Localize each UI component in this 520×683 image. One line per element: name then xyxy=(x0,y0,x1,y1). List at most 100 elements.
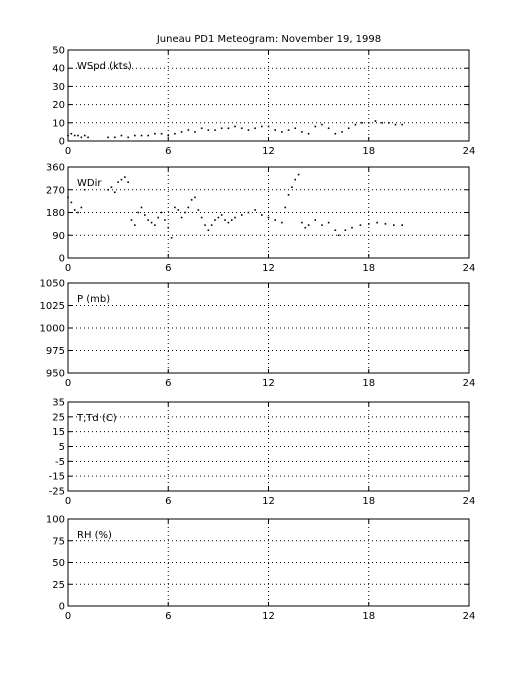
data-point xyxy=(134,134,136,137)
data-point xyxy=(307,224,310,226)
panel-3: 0 6 12 18 24 950 975 1000 1025 1050 P (mb) xyxy=(40,279,476,390)
data-point xyxy=(304,226,307,229)
y-tick-label: 270 xyxy=(46,185,65,196)
x-tick-label: 0 xyxy=(65,146,71,157)
data-point xyxy=(297,173,300,176)
data-point xyxy=(321,224,323,226)
series-1 xyxy=(67,120,403,139)
data-point xyxy=(361,122,363,124)
data-point xyxy=(327,221,330,224)
data-point xyxy=(110,186,113,189)
data-point xyxy=(180,216,183,219)
data-point xyxy=(261,125,263,128)
data-point xyxy=(77,211,79,214)
data-point xyxy=(230,219,233,221)
data-point xyxy=(281,221,283,224)
figure-title: Juneau PD1 Meteogram: November 19, 1998 xyxy=(156,34,381,45)
data-point xyxy=(291,186,293,189)
data-point xyxy=(214,129,216,131)
y-tick-label: 35 xyxy=(52,398,65,409)
x-tick-label: 24 xyxy=(463,496,476,507)
data-point xyxy=(113,136,116,139)
x-tick-label: 0 xyxy=(65,496,71,507)
data-point xyxy=(187,206,190,209)
data-point xyxy=(314,125,317,128)
y-tick-label: 30 xyxy=(52,82,65,93)
data-point xyxy=(120,134,123,137)
y-tick-label: 25 xyxy=(52,412,65,423)
data-point xyxy=(388,122,390,124)
data-point xyxy=(190,199,193,201)
x-tick-label: 12 xyxy=(262,378,275,389)
data-point xyxy=(247,211,250,214)
data-point xyxy=(80,136,83,139)
data-point xyxy=(374,120,377,122)
y-tick-label: -15 xyxy=(49,472,65,483)
data-point xyxy=(217,216,220,219)
data-point xyxy=(167,226,170,229)
data-point xyxy=(227,127,230,130)
data-point xyxy=(150,221,153,224)
data-point xyxy=(154,224,156,226)
data-point xyxy=(134,224,136,226)
data-point xyxy=(234,125,236,128)
data-point xyxy=(130,219,133,221)
y-tick-label: 5 xyxy=(59,442,65,453)
data-point xyxy=(147,219,149,221)
panel-1: 0 6 12 18 24 0 10 20 30 40 50 WSpd (kts) xyxy=(52,46,475,158)
data-point xyxy=(294,127,297,130)
panel-label: RH (%) xyxy=(77,530,112,541)
data-point xyxy=(401,224,403,226)
y-tick-label: 0 xyxy=(59,254,65,265)
data-point xyxy=(381,122,383,124)
x-tick-label: 6 xyxy=(165,146,171,157)
x-tick-label: 6 xyxy=(165,378,171,389)
data-point xyxy=(127,181,129,183)
panel-5: 0 6 12 18 24 0 25 50 75 100 RH (%) xyxy=(46,515,475,623)
y-tick-label: -5 xyxy=(55,457,65,468)
data-point xyxy=(210,224,213,226)
data-point xyxy=(83,134,86,137)
panel-4: 0 6 12 18 24 -25 -15 -5 5 15 25 35 T,Td (C) xyxy=(49,398,476,508)
data-point xyxy=(157,216,160,219)
data-point xyxy=(70,201,73,204)
data-point xyxy=(247,129,250,131)
data-point xyxy=(321,123,323,126)
x-tick-label: 24 xyxy=(463,263,476,274)
data-point xyxy=(344,229,347,231)
y-tick-label: 1050 xyxy=(40,279,65,290)
data-point xyxy=(327,127,330,130)
y-tick-label: 15 xyxy=(52,427,65,438)
data-point xyxy=(254,127,256,130)
data-point xyxy=(140,134,143,137)
x-tick-label: 6 xyxy=(165,611,171,622)
x-tick-label: 18 xyxy=(362,611,375,622)
data-point xyxy=(77,134,79,137)
panel-label: WDir xyxy=(77,178,102,189)
data-point xyxy=(367,223,370,225)
data-point xyxy=(73,134,76,137)
data-point xyxy=(184,211,186,214)
data-point xyxy=(347,127,350,130)
x-tick-label: 18 xyxy=(362,263,375,274)
data-point xyxy=(281,131,283,133)
y-tick-label: 950 xyxy=(46,369,65,380)
data-point xyxy=(220,214,223,216)
data-point xyxy=(261,214,263,216)
data-point xyxy=(67,196,69,199)
data-point xyxy=(359,224,362,226)
data-point xyxy=(274,219,276,221)
data-point xyxy=(194,196,196,199)
data-point xyxy=(234,216,236,219)
panel-label: T,Td (C) xyxy=(76,413,117,424)
y-tick-label: 75 xyxy=(52,536,65,547)
data-point xyxy=(83,188,86,191)
data-point xyxy=(393,224,395,226)
y-tick-label: 90 xyxy=(52,231,65,242)
y-tick-label: 10 xyxy=(52,118,65,129)
data-point xyxy=(240,214,243,216)
data-point xyxy=(127,136,129,139)
data-point xyxy=(87,136,89,139)
